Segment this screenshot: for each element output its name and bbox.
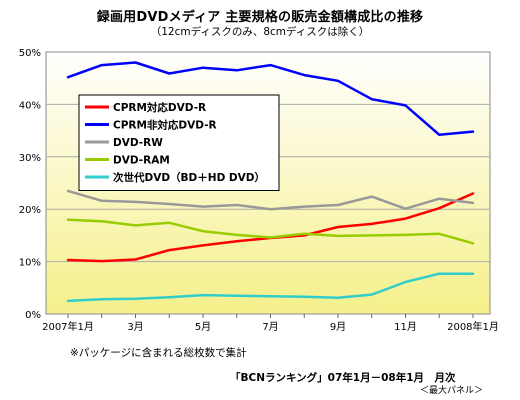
series-line-3 <box>66 189 475 211</box>
x-tick-label: 3月 <box>127 321 143 333</box>
x-tick-label: 7月 <box>262 321 278 333</box>
legend-label: DVD-RW <box>113 137 163 149</box>
x-tick-label: 9月 <box>330 321 346 333</box>
panel-label: ＜最大パネル＞ <box>420 386 484 396</box>
series-line-4 <box>66 218 475 245</box>
legend: CPRM対応DVD-R CPRM非対応DVD-R DVD-RW DVD-RAM 次世代D… <box>78 94 280 191</box>
y-axis-ticks: 0% 10% 20% 30% 40% 50% <box>19 48 41 321</box>
legend-box <box>78 94 280 191</box>
x-tick-label: 11月 <box>394 321 417 333</box>
x-axis-ticks: 2007年1月 3月 5月 7月 9月 11月 2008年1月 <box>42 314 499 333</box>
x-tick-label: 5月 <box>195 321 211 333</box>
y-tick-label: 30% <box>19 153 41 164</box>
y-tick-label: 20% <box>19 205 41 216</box>
x-tick-label: 2008年1月 <box>447 320 499 333</box>
chart-title: 録画用DVDメディア 主要規格の販売金額構成比の推移 <box>96 10 424 25</box>
legend-label: 次世代DVD（BD＋HD DVD） <box>113 171 265 184</box>
y-tick-label: 0% <box>25 310 41 321</box>
series-line-5 <box>66 272 475 303</box>
legend-label: DVD-RAM <box>113 155 170 167</box>
y-tick-label: 40% <box>19 100 41 111</box>
source-label: 「BCNランキング」07年1月－08年1月 月次 <box>230 372 456 384</box>
y-tick-label: 50% <box>19 48 41 59</box>
footnote: ※パッケージに含まれる総枚数で集計 <box>70 347 247 359</box>
chart-subtitle: （12cmディスクのみ、8cmディスクは除く） <box>150 26 370 38</box>
legend-label: CPRM非対応DVD-R <box>113 119 217 132</box>
series-lines <box>66 61 475 303</box>
x-tick-label: 2007年1月 <box>42 320 94 333</box>
series-line-2 <box>66 61 475 137</box>
y-tick-label: 10% <box>19 258 41 269</box>
legend-label: CPRM対応DVD-R <box>113 101 206 114</box>
